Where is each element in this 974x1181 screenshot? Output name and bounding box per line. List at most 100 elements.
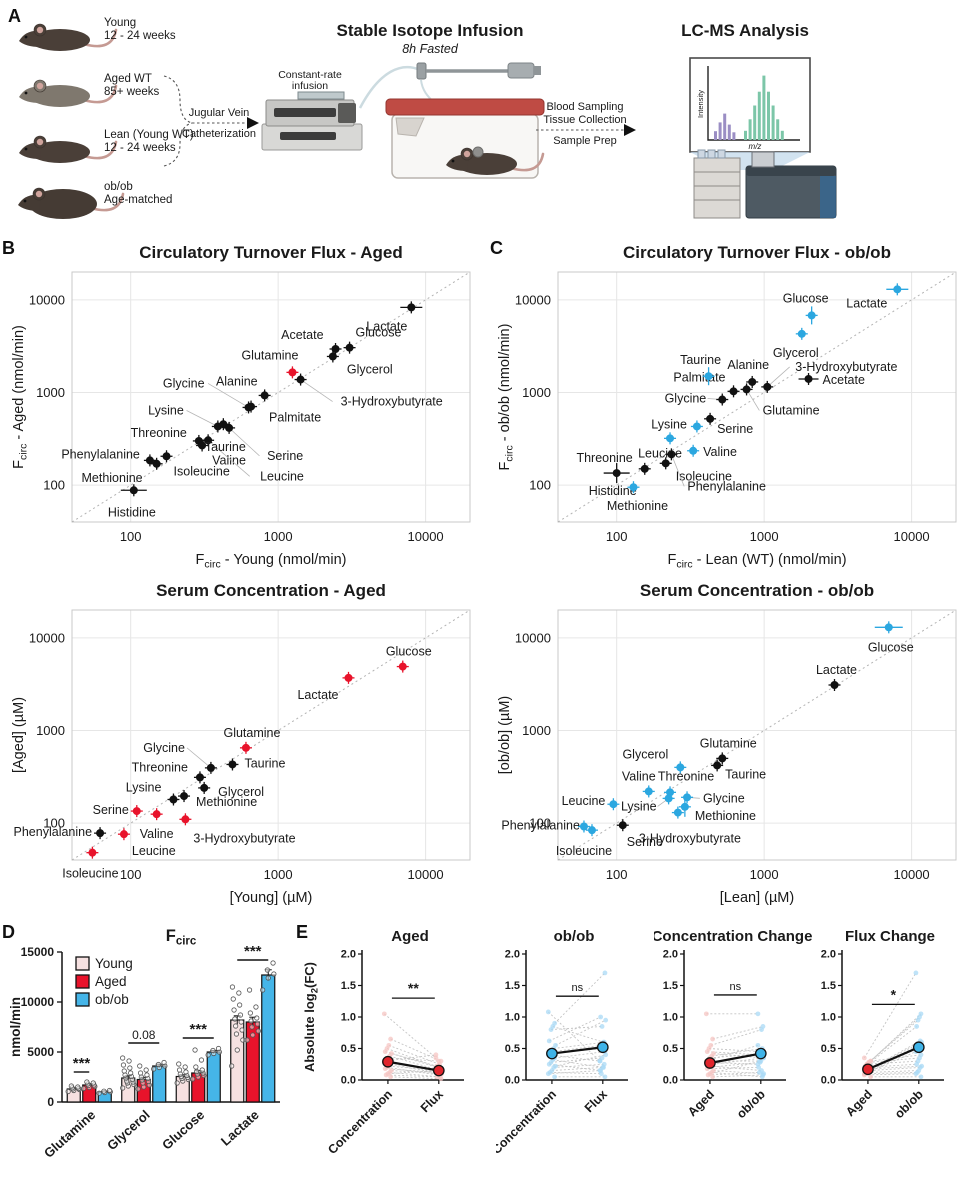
chart-title: Aged (391, 928, 429, 945)
jitter-point (193, 1064, 199, 1070)
scatter-point (343, 341, 356, 354)
point-label: Lactate (816, 663, 857, 677)
point-label: Isoleucine (174, 464, 230, 478)
category-label: ob/ob (734, 1087, 768, 1121)
svg-text:100: 100 (120, 867, 142, 882)
jitter-point (237, 1012, 244, 1018)
svg-text:0.0: 0.0 (341, 1075, 356, 1087)
jitter-point (199, 1067, 205, 1073)
chart-conc-obob: 100 100 1000 1000 10000 10000 Phenylalanine Iso… (494, 576, 966, 910)
pump-label: infusion (292, 80, 328, 92)
category-label: ob/ob (892, 1087, 926, 1121)
point-label: Palmitate (673, 370, 725, 384)
y-axis-label: nmol/min (8, 997, 23, 1057)
svg-text:2.0: 2.0 (341, 949, 356, 961)
point-label: Lysine (651, 417, 687, 431)
point-label: Glutamine (763, 403, 820, 417)
panel-label-b: B (2, 238, 15, 258)
point-label: Phenylalanine (61, 447, 140, 461)
svg-text:10000: 10000 (29, 630, 65, 645)
chart-title: Serum Concentration - ob/ob (640, 581, 874, 600)
mouse-label: Age-matched (104, 194, 172, 206)
point-label: Methionine (196, 795, 257, 809)
mouse-label: Young (104, 17, 136, 29)
significance-label: ** (408, 980, 419, 996)
bar (206, 1051, 221, 1103)
legend-swatch (75, 992, 90, 1007)
point-label: Taurine (205, 440, 246, 454)
jitter-point (144, 1072, 150, 1078)
svg-text:10000: 10000 (408, 529, 444, 544)
jitter-point (239, 1027, 245, 1033)
jitter-point (182, 1064, 188, 1070)
point-label: Threonine (132, 760, 188, 774)
chart-title: Flux Change (845, 928, 935, 945)
individual-point (914, 1061, 920, 1067)
individual-point (599, 1055, 605, 1061)
bar (152, 1065, 167, 1103)
individual-point (756, 1070, 762, 1075)
scatter-point (716, 752, 729, 765)
svg-text:10000: 10000 (894, 867, 930, 882)
individual-point (759, 1027, 764, 1032)
point-label: Valine (140, 827, 174, 841)
jitter-point (244, 1037, 250, 1043)
jitter-point (176, 1061, 182, 1067)
jitter-point (143, 1067, 149, 1073)
scatter-point (179, 813, 192, 826)
scatter-point (638, 462, 651, 475)
svg-text:1000: 1000 (750, 529, 779, 544)
svg-text:100: 100 (606, 867, 628, 882)
jitter-point (135, 1086, 141, 1092)
category-label: Concentration (496, 1087, 559, 1157)
point-label: Glycerol (347, 362, 393, 376)
legend-swatch (75, 956, 90, 971)
individual-point (548, 1027, 554, 1032)
individual-point (705, 1072, 711, 1078)
svg-text:10000: 10000 (515, 292, 551, 307)
x-axis-label: [Young] (µM) (230, 890, 313, 906)
significance-label: *** (189, 1021, 207, 1038)
point-label: Glutamine (700, 736, 757, 750)
individual-point (703, 1011, 709, 1017)
point-label: Glutamine (241, 348, 298, 362)
point-label: Isoleucine (556, 844, 612, 858)
bar (261, 974, 276, 1103)
jitter-point (137, 1070, 144, 1076)
scatter-point (627, 481, 640, 494)
section-title-infusion: Stable Isotope Infusion (336, 21, 523, 40)
individual-point (704, 1049, 710, 1055)
individual-point (382, 1049, 388, 1055)
point-label: Glycerol (218, 785, 264, 799)
study-design-diagram: Young 12 - 24 weeks Aged WT 85+ weeks Lean (… (0, 0, 974, 234)
mass-spectrum-inset: Intensity m/z (689, 57, 811, 153)
scatter-point (828, 678, 841, 691)
scatter-point (642, 785, 655, 798)
point-label: Glutamine (223, 726, 280, 740)
scatter-point (326, 350, 339, 363)
point-label: Acetate (281, 328, 323, 342)
svg-text:1000: 1000 (264, 529, 293, 544)
legend-label: Aged (95, 974, 127, 989)
scatter-point (716, 393, 729, 406)
chart-title: ob/ob (554, 928, 595, 945)
scatter-point (120, 484, 147, 497)
scatter-point (607, 798, 620, 811)
jitter-point (238, 1019, 244, 1025)
jitter-point (176, 1067, 183, 1073)
scatter-point (678, 796, 691, 817)
category-label: Lactate (218, 1107, 262, 1149)
jitter-point (233, 1031, 240, 1037)
point-label: Histidine (108, 505, 156, 519)
svg-text:10000: 10000 (408, 867, 444, 882)
jitter-point (232, 1016, 238, 1022)
point-label: Threonine (576, 451, 632, 465)
chart-paired-flux-change: 0.0 0.5 1.0 1.5 2.0 * Aged ob/ob Flux Change (812, 922, 970, 1180)
scatter-point (86, 846, 99, 859)
point-label: Leucine (132, 844, 176, 858)
individual-point (755, 1042, 761, 1048)
category-label: Aged (685, 1087, 717, 1119)
jitter-point (120, 1062, 127, 1068)
svg-text:0.5: 0.5 (821, 1043, 836, 1055)
